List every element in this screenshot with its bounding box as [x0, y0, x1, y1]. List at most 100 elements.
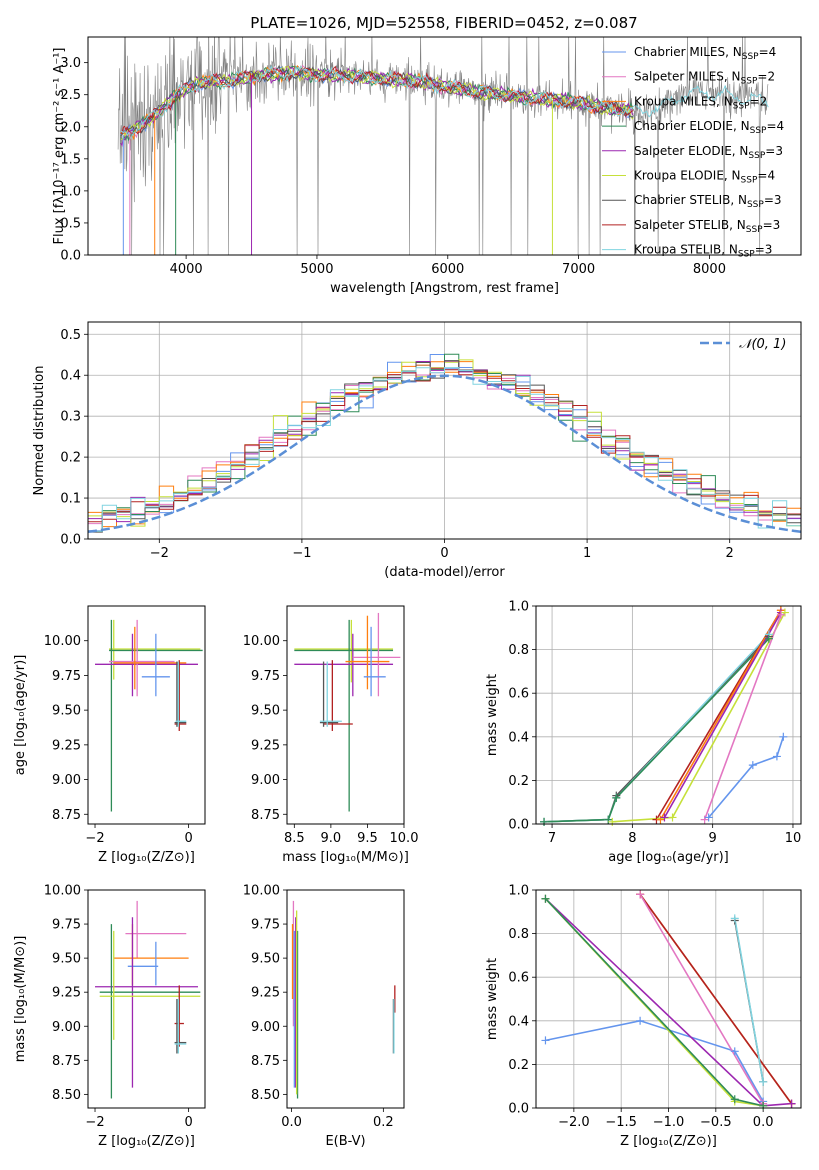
legend-entry: Salpeter ELODIE, NSSP=3: [634, 144, 783, 161]
y-tick-label: 0.8: [508, 927, 529, 942]
model-spectrum-kroupa_stelib: [120, 64, 769, 140]
weight-line-kroupa_miles: [659, 610, 782, 820]
weight-line-chabrier_elodie: [543, 638, 770, 823]
weight-line-chabrier_miles: [708, 736, 785, 819]
y-tick-label: 0.4: [508, 1014, 529, 1029]
y-axis-label: mass weight: [485, 674, 500, 756]
axes-frame: [535, 605, 802, 825]
legend: Chabrier MILES, NSSP=4 Salpeter MILES, NS…: [602, 45, 784, 260]
legend-entry: Chabrier MILES, NSSP=4: [634, 45, 776, 62]
weight-marker: [668, 813, 677, 822]
x-tick-label: 8: [628, 831, 636, 846]
x-tick-label: 0: [184, 1115, 192, 1130]
weight-marker: [612, 793, 621, 802]
axes-frame: [286, 889, 405, 1109]
y-axis-label: Normed distribution: [32, 366, 47, 496]
x-axis-label: mass [log₁₀(M/M⊙)]: [282, 850, 409, 865]
model-spectrum-chabrier_elodie: [120, 65, 634, 142]
panel-5: −2 0 8.50 8.75 9.00 9.25 9.50 9.75 10.00 Z [log₁₀…: [13, 884, 206, 1149]
weight-line-kroupa_stelib: [734, 918, 764, 1082]
weight-marker: [779, 732, 788, 741]
panel-3: 8.5 9.0 9.5 10.0 8.75 9.00 9.25 9.50 9.75 10.00 ma…: [243, 605, 418, 865]
y-tick-label: 0.5: [60, 216, 81, 231]
weight-marker: [772, 752, 781, 761]
x-tick-label: −2.0: [558, 1115, 590, 1130]
y-tick-label: 8.75: [52, 1054, 81, 1069]
model-spectrum-kroupa_miles: [120, 64, 634, 141]
weight-marker: [748, 761, 757, 770]
x-tick-label: 7: [548, 831, 556, 846]
weight-marker: [730, 914, 739, 923]
weight-marker: [764, 634, 773, 643]
weight-line-chabrier_stelib: [543, 635, 770, 823]
y-tick-label: 0.2: [60, 451, 81, 466]
residual-histogram-kroupa_stelib: [88, 367, 801, 532]
panel-2: −2 0 8.75 9.00 9.25 9.50 9.75 10.00 Z [log₁₀(Z/Z…: [13, 605, 206, 865]
y-tick-label: 9.50: [251, 952, 280, 967]
x-axis-label: age [log₁₀(age/yr)]: [608, 850, 729, 865]
x-tick-label: 2: [726, 546, 734, 561]
y-tick-label: 9.00: [52, 773, 81, 788]
plot-area: [88, 353, 801, 534]
observed-spectrum-line: [117, 37, 769, 255]
legend-entry: 𝒩(0, 1): [739, 337, 786, 352]
plot-area: [291, 900, 396, 1099]
y-tick-label: 9.50: [52, 704, 81, 719]
plot-area: [543, 609, 786, 823]
y-tick-label: 0.6: [508, 687, 529, 702]
x-tick-label: 9.5: [357, 831, 378, 846]
x-axis-label: Z [log₁₀(Z/Z⊙)]: [98, 1134, 195, 1149]
legend-entry: Kroupa MILES, NSSP=2: [634, 94, 767, 111]
weight-line-salpeter_miles: [703, 614, 782, 820]
weight-line-salpeter_elodie: [663, 612, 782, 818]
x-tick-label: −2: [85, 1115, 104, 1130]
x-tick-label: −2: [150, 546, 169, 561]
plot-area: [95, 619, 203, 812]
x-axis-label: E(B-V): [325, 1134, 365, 1149]
y-tick-label: 10.00: [243, 634, 280, 649]
x-tick-label: −1: [292, 546, 311, 561]
x-tick-label: 4000: [170, 262, 203, 277]
panel-6: 0.0 0.2 8.50 8.75 9.00 9.25 9.50 9.75 10.00 E(B-V…: [243, 884, 405, 1149]
x-tick-label: 0: [184, 831, 192, 846]
y-tick-label: 9.25: [251, 986, 280, 1001]
axes-frame: [87, 321, 802, 540]
y-tick-label: 1.0: [508, 600, 529, 615]
axes-frame: [87, 605, 206, 825]
weight-marker: [776, 610, 785, 619]
chart-title: PLATE=1026, MJD=52558, FIBERID=0452, z=0…: [250, 14, 637, 32]
legend-entry: Kroupa STELIB, NSSP=3: [634, 243, 772, 260]
y-tick-label: 9.00: [52, 1020, 81, 1035]
y-tick-label: 8.75: [251, 808, 280, 823]
weight-marker: [636, 890, 645, 899]
x-tick-label: 0.0: [281, 1115, 302, 1130]
y-axis-label: mass [log₁₀(M/M⊙)]: [13, 936, 28, 1063]
y-axis-label: mass weight: [485, 958, 500, 1040]
y-tick-label: 0.2: [508, 1058, 529, 1073]
weight-marker: [541, 1036, 550, 1045]
x-tick-label: 9.0: [321, 831, 342, 846]
y-tick-label: 0.0: [508, 818, 529, 833]
y-tick-label: 9.75: [52, 918, 81, 933]
x-tick-label: 8000: [693, 262, 726, 277]
axes-frame: [87, 889, 206, 1109]
y-tick-label: 8.75: [251, 1054, 280, 1069]
y-tick-label: 0.3: [60, 410, 81, 425]
weight-marker: [730, 1047, 739, 1056]
weight-marker: [636, 1016, 645, 1025]
weight-marker: [540, 817, 549, 826]
y-tick-label: 0.0: [60, 249, 81, 264]
weight-marker: [541, 894, 550, 903]
y-tick-label: 10.00: [44, 884, 81, 899]
x-axis-label: Z [log₁₀(Z/Z⊙)]: [98, 850, 195, 865]
x-tick-label: 0.2: [373, 1115, 394, 1130]
y-tick-label: 2.5: [60, 88, 81, 103]
y-tick-label: 1.0: [508, 884, 529, 899]
y-tick-label: 1.0: [60, 184, 81, 199]
legend-entry: Salpeter STELIB, NSSP=3: [634, 218, 780, 235]
x-axis-label: wavelength [Angstrom, rest frame]: [330, 281, 559, 296]
weight-line-salpeter_stelib: [639, 893, 793, 1105]
y-tick-label: 9.00: [251, 773, 280, 788]
y-tick-label: 9.75: [251, 669, 280, 684]
y-tick-label: 0.4: [508, 730, 529, 745]
